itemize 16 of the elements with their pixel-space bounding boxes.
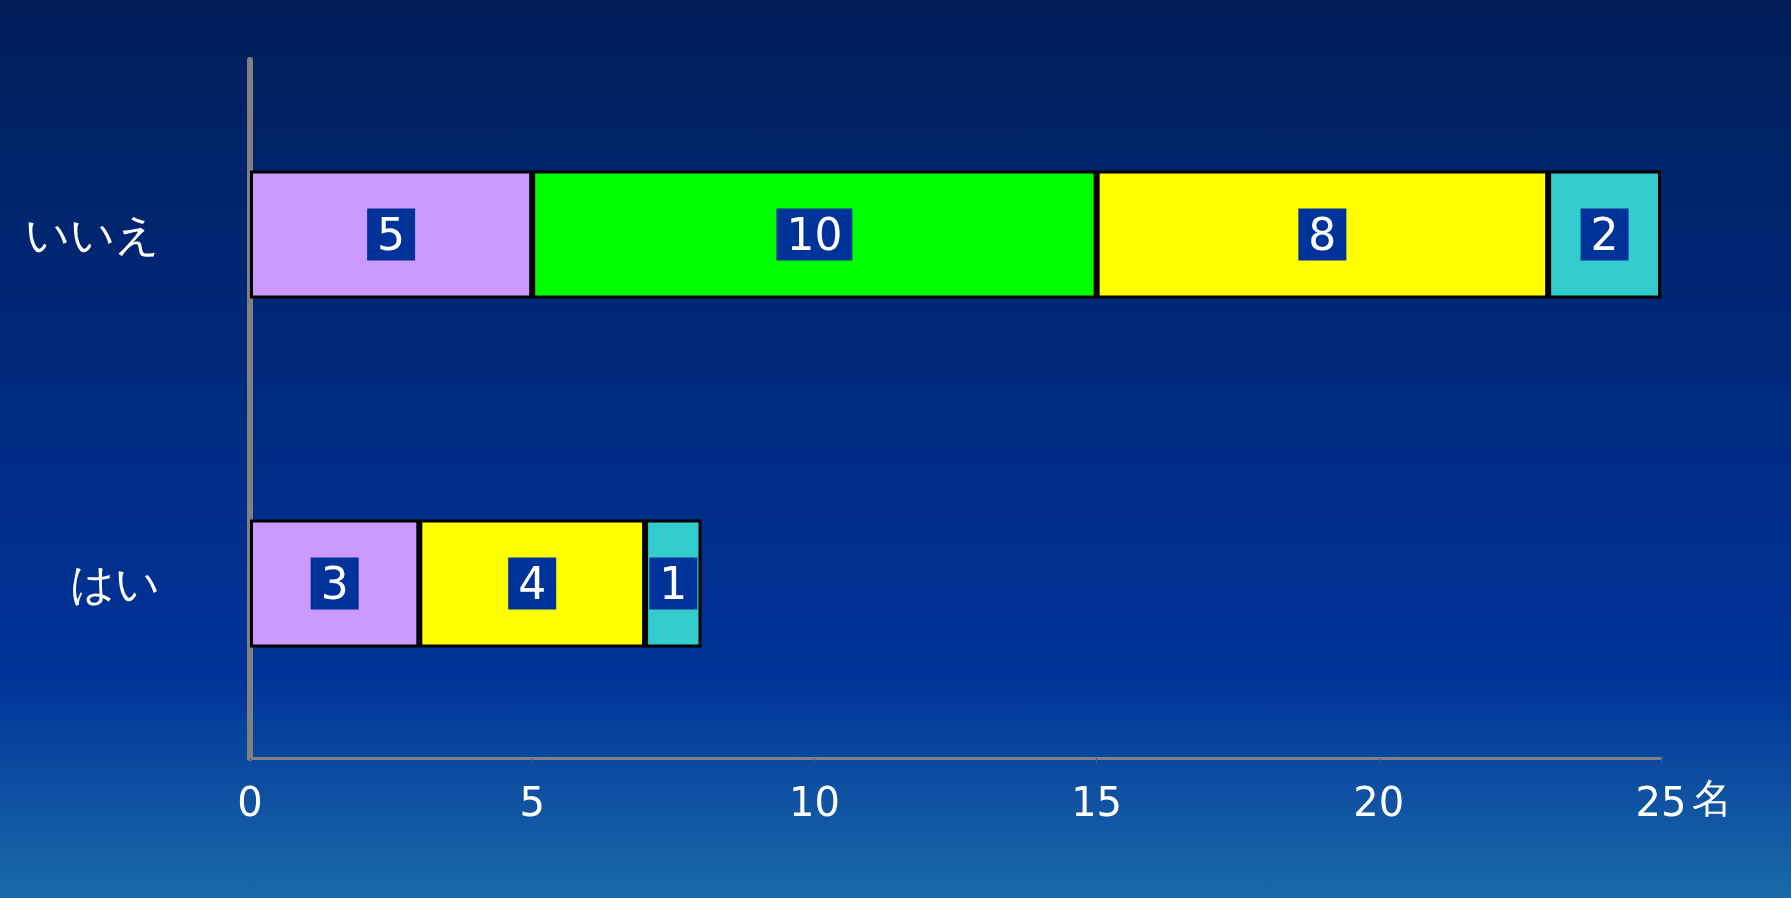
y-tick-label: はい — [70, 558, 160, 609]
data-label: 5 — [377, 209, 406, 260]
x-axis-title: 名 — [1692, 775, 1733, 821]
data-label: 8 — [1308, 209, 1337, 260]
data-label: 2 — [1590, 209, 1619, 260]
data-label: 10 — [786, 209, 843, 260]
x-tick-label: 15 — [1071, 779, 1123, 825]
y-tick-label: いいえ — [25, 209, 160, 260]
x-tick-label: 0 — [237, 779, 263, 825]
x-tick-label: 20 — [1353, 779, 1405, 825]
data-label: 3 — [320, 558, 349, 609]
x-tick-label: 5 — [519, 779, 545, 825]
data-label: 1 — [659, 558, 688, 609]
x-tick-label: 25 — [1635, 779, 1687, 825]
data-label: 4 — [518, 558, 547, 609]
x-tick-label: 10 — [788, 779, 840, 825]
